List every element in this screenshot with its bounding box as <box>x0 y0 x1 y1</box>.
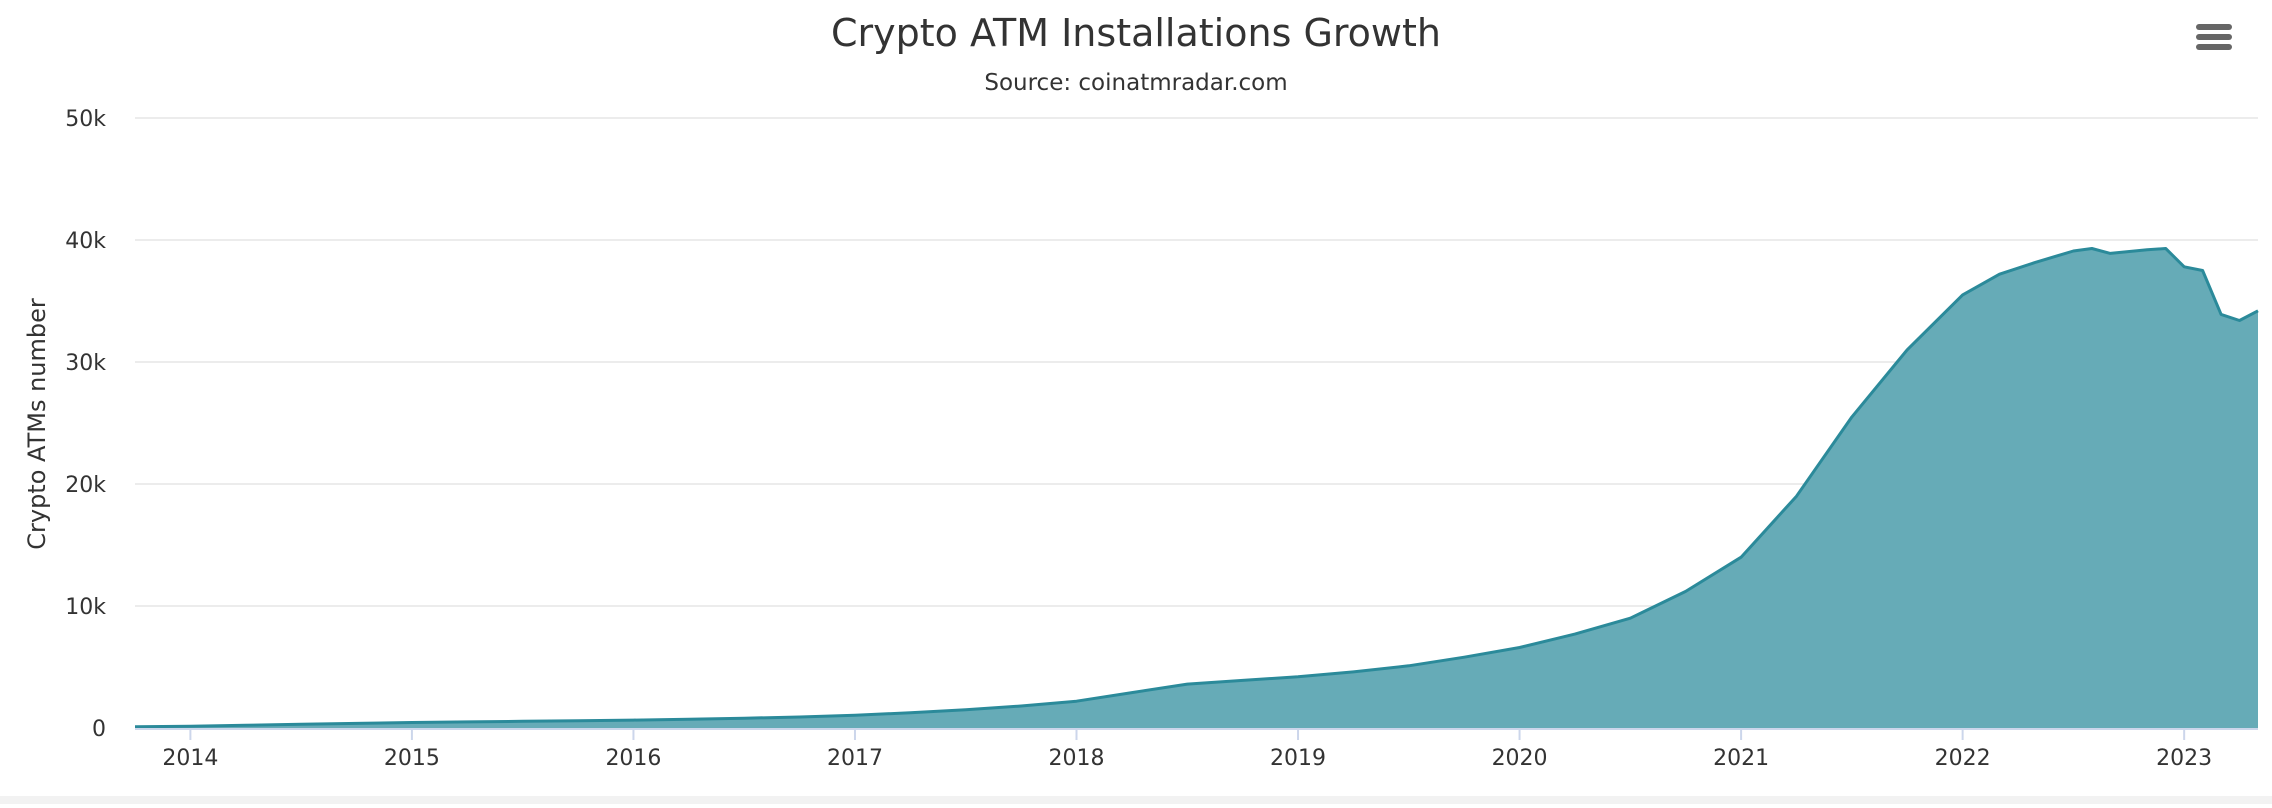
data-point[interactable] <box>1518 645 1522 649</box>
y-tick-label: 40k <box>65 229 106 254</box>
data-point[interactable] <box>2164 247 2168 251</box>
x-tick-label: 2020 <box>1492 746 1548 771</box>
data-point[interactable] <box>2034 260 2038 264</box>
y-axis-title: Crypto ATMs number <box>23 298 51 550</box>
data-point[interactable] <box>2182 265 2186 269</box>
data-point[interactable] <box>1407 664 1411 668</box>
y-tick-label: 0 <box>92 717 106 742</box>
data-point[interactable] <box>2201 269 2205 273</box>
data-point[interactable] <box>1019 704 1023 708</box>
y-tick-label: 10k <box>65 595 106 620</box>
data-point[interactable] <box>2090 247 2094 251</box>
data-point[interactable] <box>2071 249 2075 253</box>
x-tick-label: 2014 <box>162 746 218 771</box>
hamburger-menu-button[interactable] <box>2196 24 2232 56</box>
y-tick-label: 30k <box>65 351 106 376</box>
data-point[interactable] <box>1462 655 1466 659</box>
data-point[interactable] <box>908 711 912 715</box>
data-point[interactable] <box>2219 312 2223 316</box>
data-point[interactable] <box>2108 251 2112 255</box>
area-fill <box>135 248 2258 728</box>
hamburger-menu-icon <box>2196 24 2232 30</box>
data-point[interactable] <box>410 721 414 725</box>
data-point[interactable] <box>1628 616 1632 620</box>
series-line[interactable] <box>134 247 2259 729</box>
data-point[interactable] <box>299 722 303 726</box>
data-point[interactable] <box>1075 699 1079 703</box>
data-point[interactable] <box>2145 248 2149 252</box>
hamburger-menu-icon-bar <box>2196 34 2232 40</box>
x-tick-label: 2019 <box>1270 746 1326 771</box>
data-point[interactable] <box>1130 691 1134 695</box>
y-tick-label: 50k <box>65 107 106 132</box>
data-point[interactable] <box>1794 494 1798 498</box>
data-point[interactable] <box>1905 348 1909 352</box>
data-point[interactable] <box>1850 415 1854 419</box>
x-tick-label: 2016 <box>605 746 661 771</box>
data-point[interactable] <box>1961 293 1965 297</box>
data-point[interactable] <box>1573 632 1577 636</box>
data-point[interactable] <box>521 719 525 723</box>
data-point[interactable] <box>1739 555 1743 559</box>
x-tick-label: 2023 <box>2156 746 2212 771</box>
data-point[interactable] <box>2256 309 2260 313</box>
data-point[interactable] <box>853 713 857 717</box>
x-tick-label: 2022 <box>1935 746 1991 771</box>
data-point[interactable] <box>1998 272 2002 276</box>
chart-bottom-border <box>0 796 2272 804</box>
chart-subtitle: Source: coinatmradar.com <box>984 70 1287 96</box>
data-point[interactable] <box>188 724 192 728</box>
data-point[interactable] <box>2238 319 2242 323</box>
x-tick-label: 2021 <box>1713 746 1769 771</box>
data-point[interactable] <box>1241 678 1245 682</box>
data-point[interactable] <box>964 708 968 712</box>
y-axis-ticks: 0 10k 20k 30k 40k 50k <box>65 107 106 742</box>
hamburger-menu-icon-bar <box>2196 44 2232 50</box>
data-point[interactable] <box>465 720 469 724</box>
data-point[interactable] <box>742 716 746 720</box>
x-tick-label: 2017 <box>827 746 883 771</box>
data-point[interactable] <box>1296 675 1300 679</box>
data-point[interactable] <box>687 717 691 721</box>
x-axis-ticks: 2014 2015 2016 2017 2018 2019 2020 2021 2022 2023 <box>135 728 2258 771</box>
y-tick-label: 20k <box>65 473 106 498</box>
x-tick-label: 2015 <box>384 746 440 771</box>
data-point[interactable] <box>798 715 802 719</box>
plot-area <box>134 247 2260 729</box>
x-tick-label: 2018 <box>1049 746 1105 771</box>
data-point[interactable] <box>1351 670 1355 674</box>
chart-title: Crypto ATM Installations Growth <box>831 11 1441 55</box>
data-point[interactable] <box>244 723 248 727</box>
data-point[interactable] <box>1185 682 1189 686</box>
data-point[interactable] <box>576 719 580 723</box>
data-point[interactable] <box>1684 589 1688 593</box>
data-point[interactable] <box>631 718 635 722</box>
data-point[interactable] <box>355 721 359 725</box>
